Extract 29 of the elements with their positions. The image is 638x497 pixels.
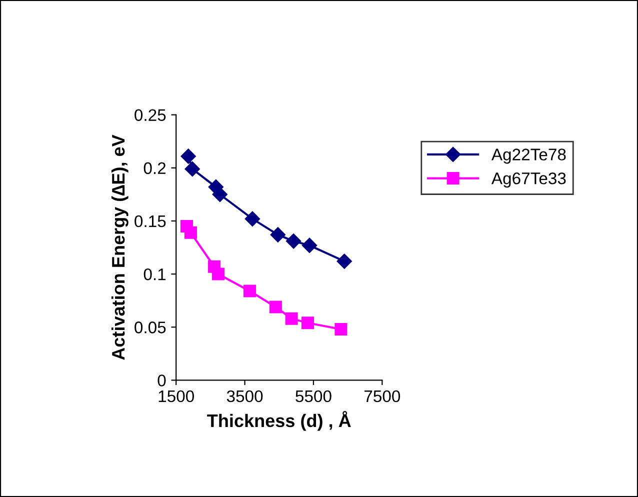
point <box>180 148 196 164</box>
y-tick-label: 0.25 <box>134 109 166 122</box>
y-tick-label: 0.05 <box>134 322 166 334</box>
x-tick-label: 5500 <box>296 390 332 402</box>
y-tick-label: 0.15 <box>134 215 166 228</box>
point <box>244 284 256 298</box>
point <box>286 234 302 249</box>
point <box>244 211 260 226</box>
point <box>334 323 348 336</box>
point <box>301 316 314 330</box>
x-axis-title: Thickness (d) , Å <box>207 411 351 431</box>
point <box>184 161 200 177</box>
legend-label: Ag22Te78 <box>491 148 566 164</box>
point <box>302 238 318 253</box>
point <box>184 226 197 239</box>
point <box>336 254 352 269</box>
legend-label: Ag67Te33 <box>491 172 566 188</box>
x-tick-label: 3500 <box>226 390 263 402</box>
y-tick-label: 0.2 <box>144 162 166 174</box>
point <box>212 268 224 280</box>
y-tick-label: 0 <box>158 374 166 386</box>
point <box>285 312 298 325</box>
y-axis-title: Activation Energy (∆E), eV <box>111 134 128 360</box>
point <box>269 300 282 314</box>
x-tick-label: 7500 <box>364 390 400 402</box>
y-tick-label: 0.1 <box>144 268 166 280</box>
point <box>270 227 286 242</box>
x-tick-label: 1500 <box>158 390 194 402</box>
point <box>212 186 228 202</box>
